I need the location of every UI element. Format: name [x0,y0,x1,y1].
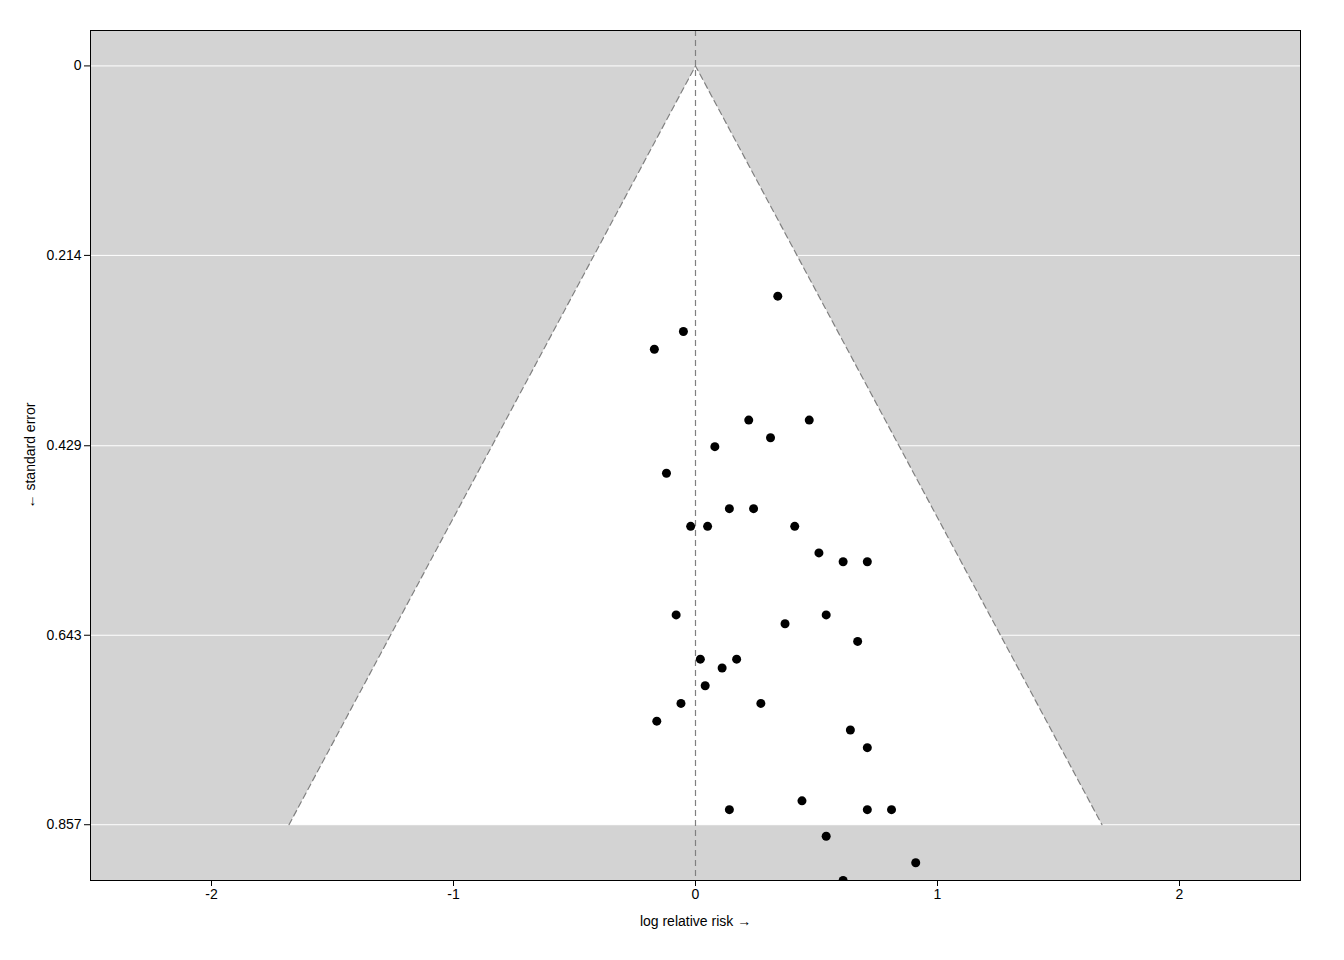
svg-text:1: 1 [934,886,942,902]
svg-text:log relative risk →: log relative risk → [640,913,751,929]
svg-text:-2: -2 [205,886,218,902]
svg-text:0.857: 0.857 [46,816,81,832]
svg-text:0.643: 0.643 [46,627,81,643]
svg-text:← standard error: ← standard error [22,402,38,508]
svg-text:0: 0 [692,886,700,902]
svg-text:0.429: 0.429 [46,437,81,453]
svg-text:-1: -1 [447,886,460,902]
svg-text:2: 2 [1176,886,1184,902]
svg-text:0.214: 0.214 [46,247,81,263]
svg-text:0: 0 [74,57,82,73]
